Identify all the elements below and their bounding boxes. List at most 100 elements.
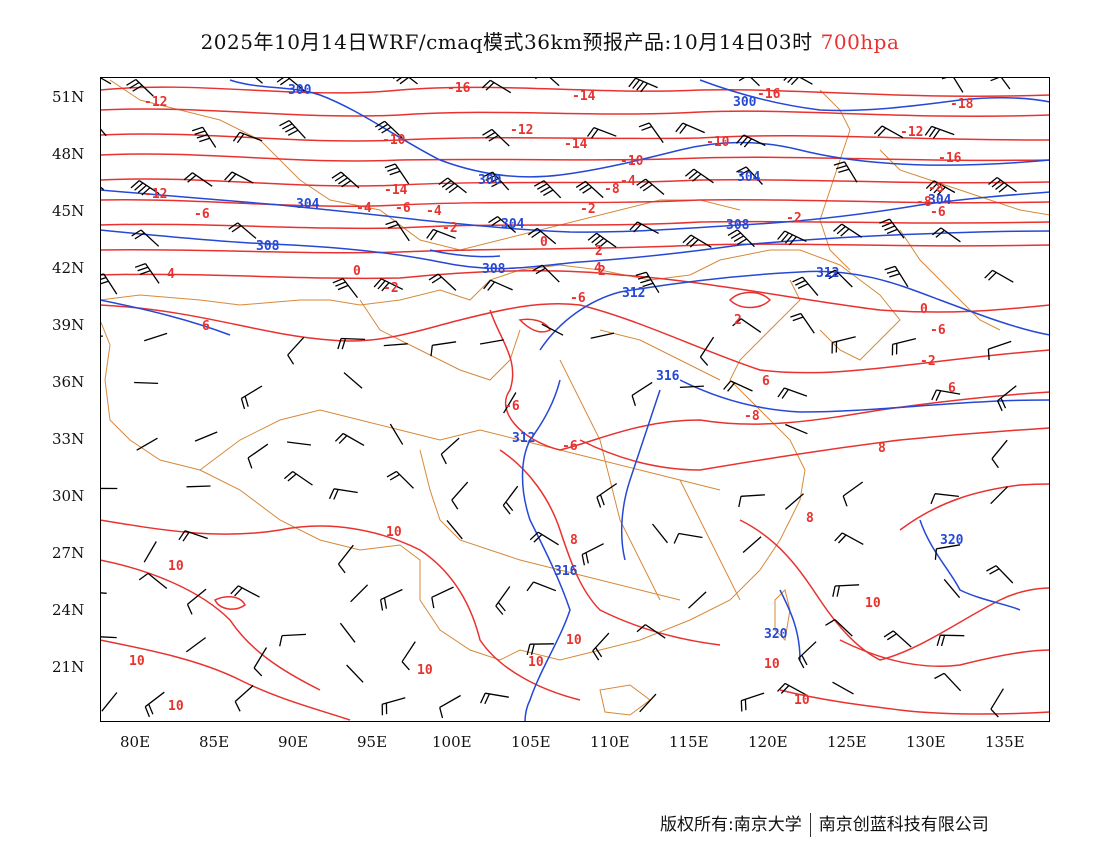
lon-tick-label: 135E — [985, 733, 1025, 751]
wind-barb — [732, 318, 762, 333]
wind-barb — [986, 565, 1014, 584]
lat-tick-label: 36N — [52, 373, 84, 391]
temperature-label: 0 — [353, 264, 361, 279]
wind-barb — [738, 494, 765, 508]
island-hainan — [599, 684, 651, 716]
temperature-label: 10 — [386, 525, 402, 540]
wind-barb — [688, 591, 707, 609]
wind-barb — [832, 584, 860, 597]
temperature-label: -6 — [504, 399, 520, 414]
wind-barb — [488, 216, 517, 233]
province-border — [199, 409, 481, 471]
wind-barb — [451, 481, 469, 510]
temperature-label: -4 — [620, 174, 636, 189]
temperature-label: -8 — [604, 182, 620, 197]
temperature-label: 10 — [566, 633, 582, 648]
lon-tick-label: 120E — [748, 733, 788, 751]
wind-barb — [925, 180, 956, 196]
wind-barb — [990, 688, 1004, 718]
wind-barb — [482, 128, 510, 147]
title-main: 2025年10月14日WRF/cmaq模式36km预报产品:10月14日03时 — [200, 30, 813, 54]
height-label: 300 — [478, 173, 502, 188]
wind-barb — [631, 381, 653, 406]
temperature-label: 0 — [540, 235, 548, 250]
wind-barb — [253, 647, 268, 677]
height-label: 316 — [656, 369, 680, 384]
wind-barb — [131, 229, 160, 247]
height-label: 312 — [512, 431, 535, 446]
temperature-label: 2 — [598, 264, 606, 279]
wind-barb — [931, 227, 961, 243]
province-border — [559, 359, 661, 601]
wind-barb — [682, 234, 712, 248]
wind-barb — [532, 264, 560, 283]
wind-barb — [384, 163, 410, 185]
wind-barb — [590, 332, 615, 339]
wind-barb — [389, 423, 404, 445]
height-label: 304 — [501, 217, 525, 232]
wind-barb — [529, 531, 559, 546]
lat-tick-label: 45N — [52, 202, 84, 220]
temperature-label: -8 — [916, 195, 932, 210]
coastline — [729, 279, 806, 471]
wind-barb — [777, 682, 807, 696]
wind-barb — [883, 630, 912, 648]
temperature-label: 4 — [167, 267, 175, 282]
province-border — [109, 79, 501, 251]
height-label: 300 — [288, 83, 312, 98]
wind-barb — [138, 572, 168, 590]
wind-barb — [651, 523, 669, 544]
wind-barb — [575, 180, 604, 199]
temperature-label: -10 — [706, 135, 730, 150]
wind-barb — [777, 230, 807, 246]
wind-barb — [440, 437, 460, 465]
wind-barb — [337, 544, 354, 574]
wind-barb — [825, 619, 853, 637]
lat-tick-label: 51N — [52, 88, 84, 106]
temperature-label: -6 — [395, 201, 411, 216]
height-label: 316 — [554, 564, 578, 579]
wind-barb — [101, 692, 118, 712]
wind-barb — [581, 543, 604, 566]
temperature-label: 10 — [129, 654, 145, 669]
wind-barb — [334, 432, 365, 446]
wind-barb — [790, 312, 815, 334]
temperature-label: -6 — [930, 205, 946, 220]
wind-barb — [328, 488, 358, 500]
wind-barb — [332, 277, 359, 298]
lon-tick-label: 115E — [669, 733, 709, 751]
wind-barb — [673, 532, 703, 544]
temperature-label: 4 — [594, 261, 602, 276]
wind-barb — [439, 694, 461, 719]
lon-tick-label: 80E — [120, 733, 150, 751]
wind-barb — [134, 381, 159, 385]
lat-tick-label: 27N — [52, 544, 84, 562]
wind-barb — [224, 171, 254, 184]
temperature-label: 10 — [865, 596, 881, 611]
wind-barb — [873, 125, 904, 139]
lat-tick-label: 24N — [52, 601, 84, 619]
wind-barb — [479, 339, 504, 345]
wind-barb — [381, 697, 406, 716]
temperature-label: 10 — [417, 663, 433, 678]
wind-barb — [383, 343, 408, 347]
temperature-label: -8 — [744, 409, 760, 424]
height-contours — [100, 79, 1050, 722]
wind-barb — [736, 166, 763, 185]
wind-barb — [527, 227, 557, 245]
lon-tick-label: 85E — [199, 733, 229, 751]
map-frame — [100, 77, 1050, 722]
longitude-axis: 80E 85E 90E 95E 100E 105E 110E 115E 120E 125E 130E… — [120, 733, 1025, 751]
wind-barb — [596, 482, 618, 508]
wind-barb — [482, 171, 510, 191]
wind-barb — [991, 439, 1008, 469]
wind-barb — [825, 269, 853, 288]
temperature-label: 6 — [202, 319, 210, 334]
wind-barb — [428, 273, 457, 291]
lon-tick-label: 130E — [906, 733, 946, 751]
wind-barb — [727, 229, 755, 248]
lat-tick-label: 33N — [52, 430, 84, 448]
wind-barb — [186, 588, 207, 615]
wind-barb — [792, 276, 819, 297]
wind-barb — [943, 578, 961, 599]
